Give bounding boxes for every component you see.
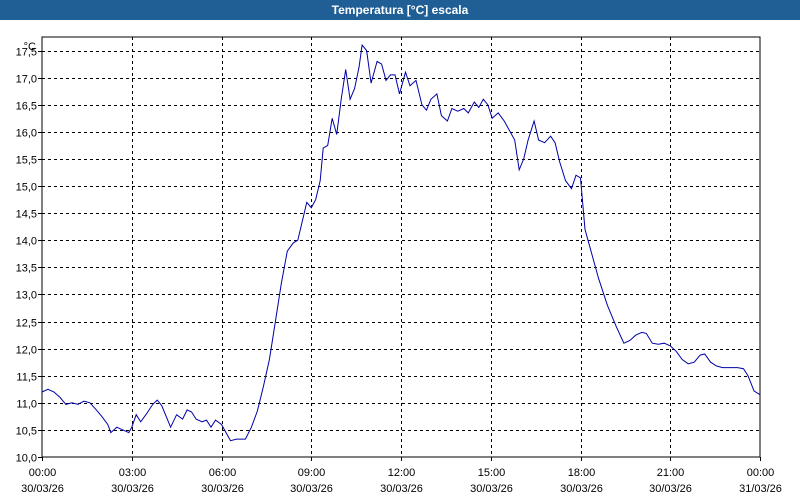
y-tick-label: 10,0 (16, 453, 37, 465)
x-tick-time-label: 09:00 (298, 467, 326, 479)
y-tick-label: 17,0 (16, 74, 37, 86)
y-tick-label: 12,5 (16, 318, 37, 330)
temperature-series-line (41, 43, 761, 442)
temperature-line-chart: 10,0 10,5 11,0 11,5 12,0 12,5 13,0 13,5 14,0 14,5… (16, 36, 782, 495)
y-tick-label: 13,0 (16, 290, 37, 302)
x-tick-date-label: 30/03/26 (380, 483, 423, 495)
x-tick-date-label: 30/03/26 (649, 483, 692, 495)
y-tick-label: 15,0 (16, 182, 37, 194)
y-tick-label: 16,0 (16, 128, 37, 140)
x-tick-date-label: 30/03/26 (560, 483, 603, 495)
y-tick-label: 17,5 (16, 47, 37, 59)
x-tick-time-label: 03:00 (119, 467, 147, 479)
x-tick-time-label: 18:00 (568, 467, 596, 479)
x-tick-time-label: 06:00 (209, 467, 237, 479)
chart-title: Temperatura [°C] escala (0, 0, 800, 20)
plot-area: 10,0 10,5 11,0 11,5 12,0 12,5 13,0 13,5 14,0 14,5… (16, 36, 782, 495)
y-tick-label: 15,5 (16, 155, 37, 167)
x-tick-date-label: 31/03/26 (739, 483, 782, 495)
x-tick-date-label: 30/03/26 (111, 483, 154, 495)
x-tick-time-label: 21:00 (657, 467, 685, 479)
x-tick-time-label: 00:00 (29, 467, 57, 479)
x-tick-date-label: 30/03/26 (21, 483, 64, 495)
x-tick-date-label: 30/03/26 (201, 483, 244, 495)
y-tick-label: 16,5 (16, 101, 37, 113)
x-tick-date-label: 30/03/26 (470, 483, 513, 495)
y-tick-label: 10,5 (16, 426, 37, 438)
y-tick-label: 11,0 (16, 399, 37, 411)
y-tick-label: 13,5 (16, 263, 37, 275)
y-tick-label: 14,0 (16, 236, 37, 248)
x-tick-time-label: 12:00 (388, 467, 416, 479)
y-tick-label: 12,0 (16, 345, 37, 357)
x-tick-time-label: 15:00 (478, 467, 506, 479)
x-tick-date-label: 30/03/26 (290, 483, 333, 495)
y-tick-label: 14,5 (16, 209, 37, 221)
x-tick-time-label: 00:00 (747, 467, 775, 479)
y-tick-label: 11,5 (16, 372, 37, 384)
y-unit-label: °C (24, 41, 36, 53)
